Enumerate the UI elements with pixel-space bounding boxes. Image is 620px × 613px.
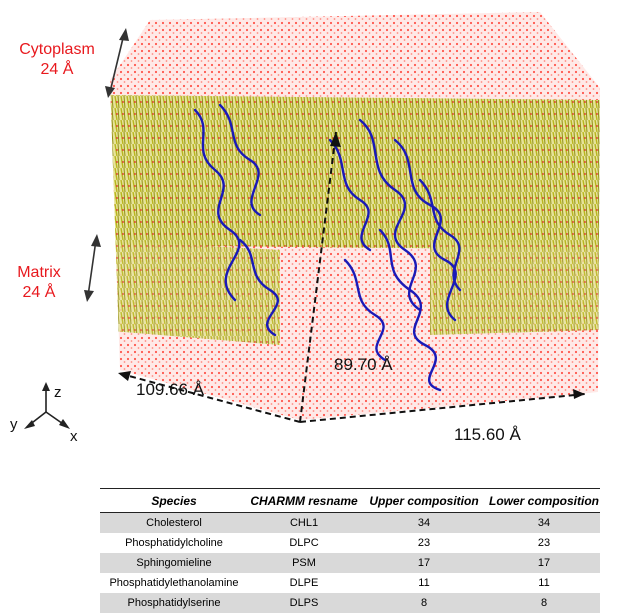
resname-cell: PSM (248, 553, 360, 573)
table-row: Phosphatidylcholine DLPC 23 23 (100, 533, 600, 553)
table-row: Sphingomieline PSM 17 17 (100, 553, 600, 573)
header-resname: CHARMM resname (248, 488, 360, 513)
upper-cell: 34 (360, 512, 488, 533)
cytoplasm-label: Cytoplasm 24 Å (8, 40, 106, 80)
dimension-depth-label: 109.66 Å (136, 380, 205, 399)
upper-cell: 11 (418, 577, 430, 589)
species-cell: Cholesterol (100, 512, 248, 533)
dimension-arrowheads (118, 132, 585, 399)
axis-z-label: z (54, 384, 62, 401)
resname-cell: DLPE (289, 577, 319, 589)
axis-triad (24, 382, 70, 429)
protein-ribbons (193, 103, 462, 392)
resname-cell: DLPC (289, 537, 319, 549)
matrix-name: Matrix (17, 264, 61, 281)
table-row: Phosphatidylserine DLPS 8 8 (100, 593, 600, 613)
cytoplasm-name: Cytoplasm (19, 41, 95, 58)
box-dimension-lines (117, 131, 586, 423)
upper-cell: 17 (360, 553, 488, 573)
matrix-thickness: 24 Å (22, 284, 56, 301)
resname-cell: DLPS (248, 593, 360, 613)
dimension-width-label: 115.60 Å (454, 425, 521, 444)
upper-cell: 8 (360, 593, 488, 613)
resname-cell: CHL1 (248, 512, 360, 533)
lower-cell: 11 (538, 577, 550, 589)
species-cell: Phosphatidylserine (100, 593, 248, 613)
axis-x-label: x (70, 428, 78, 445)
header-upper: Upper composition (360, 488, 488, 513)
membrane-simulation-box (24, 12, 600, 429)
dimension-height-label: 89.70 Å (334, 355, 393, 374)
species-cell: Sphingomieline (100, 553, 248, 573)
matrix-thickness-arrow (84, 234, 101, 302)
lower-cell: 17 (488, 553, 600, 573)
upper-cell: 23 (417, 537, 431, 549)
table-header-row: Species CHARMM resname Upper composition… (100, 488, 600, 513)
axis-y-label: y (10, 416, 18, 433)
species-cell: Phosphatidylethanolamine (109, 577, 239, 589)
cytoplasm-thickness: 24 Å (40, 61, 74, 78)
matrix-label: Matrix 24 Å (4, 263, 74, 303)
species-cell: Phosphatidylcholine (125, 537, 223, 549)
lower-cell: 23 (537, 537, 551, 549)
header-lower: Lower composition (488, 488, 600, 513)
header-species: Species (100, 488, 248, 513)
lower-cell: 34 (488, 512, 600, 533)
table-row: Cholesterol CHL1 34 34 (100, 512, 600, 533)
lower-cell: 8 (488, 593, 600, 613)
lipid-composition-table: Species CHARMM resname Upper composition… (100, 488, 600, 613)
table-row: Phosphatidylethanolamine DLPE 11 11 (100, 573, 600, 593)
cytoplasm-thickness-arrow (105, 28, 129, 98)
lipid-bilayer (110, 95, 600, 345)
